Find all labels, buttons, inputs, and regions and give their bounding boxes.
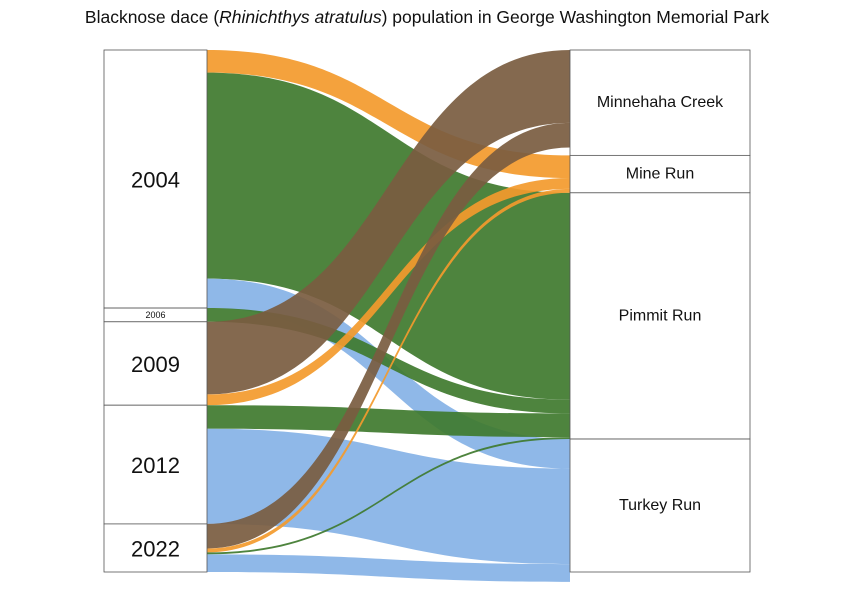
target-node-mine-run [569,154,751,194]
flow-2022-to-turkey-run [207,554,570,582]
target-label-pimmit-run: Pimmit Run [619,307,702,324]
source-node-2012 [103,404,208,525]
source-node-2009 [103,321,208,406]
flow-2022-to-pimmit-run [207,437,570,555]
source-label-2009: 2009 [131,352,180,377]
source-label-2004: 2004 [131,168,180,193]
chart-title-suffix: ) population in George Washington Memori… [382,7,770,27]
source-label-2012: 2012 [131,453,180,478]
chart-title-species: Rhinichthys atratulus [219,7,382,27]
flow-2012-to-pimmit-run [207,405,570,438]
flow-2004-to-turkey-run [207,278,570,469]
source-node-2004 [103,49,208,309]
target-node-pimmit-run [569,192,751,440]
flow-group [207,50,570,582]
source-label-2006: 2006 [145,310,165,320]
target-node-minnehaha-creek [569,49,751,156]
target-label-minnehaha-creek: Minnehaha Creek [597,94,724,111]
source-node-2022 [103,523,208,573]
source-label-2022: 2022 [131,536,180,561]
target-node-turkey-run [569,438,751,573]
flow-2009-to-mine-run [207,178,570,406]
flow-2022-to-minnehaha-creek [207,122,570,549]
target-label-mine-run: Mine Run [626,166,694,183]
flow-2009-to-minnehaha-creek [207,50,570,395]
chart-title-prefix: Blacknose dace ( [85,7,219,27]
node-group: 2004 2006 2009 2012 2022 Minnehaha Creek Mine … [103,49,751,573]
flow-2006-to-pimmit-run [207,308,570,414]
target-label-turkey-run: Turkey Run [619,497,701,514]
chart-title: Blacknose dace (Rhinichthys atratulus) p… [85,7,769,27]
flow-2022-to-mine-run [207,188,570,553]
